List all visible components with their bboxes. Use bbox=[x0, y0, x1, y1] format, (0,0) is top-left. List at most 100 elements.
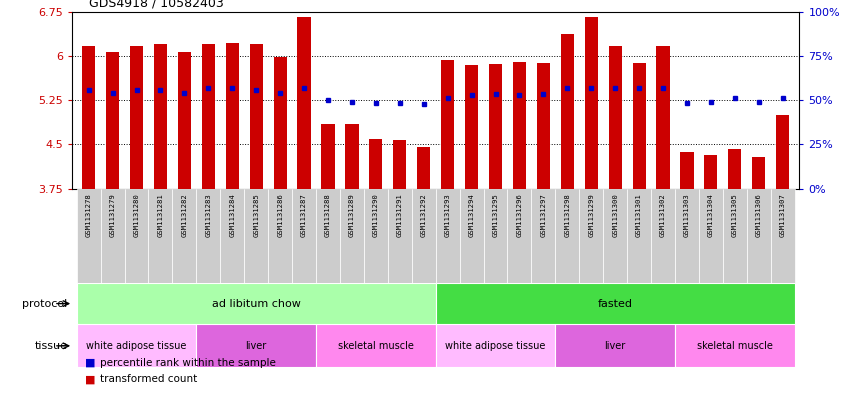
Text: GSM1131284: GSM1131284 bbox=[229, 193, 235, 237]
Bar bbox=[675, 189, 699, 283]
Bar bbox=[537, 63, 550, 189]
Bar bbox=[608, 46, 622, 189]
Text: GSM1131292: GSM1131292 bbox=[420, 193, 426, 237]
Bar bbox=[728, 149, 741, 189]
Bar bbox=[130, 46, 143, 189]
Bar bbox=[250, 44, 263, 189]
Bar bbox=[436, 189, 459, 283]
Bar bbox=[201, 44, 215, 189]
Bar bbox=[178, 52, 191, 189]
Bar bbox=[441, 60, 454, 189]
Bar bbox=[154, 44, 167, 189]
Text: skeletal muscle: skeletal muscle bbox=[338, 341, 414, 351]
Text: ad libitum chow: ad libitum chow bbox=[212, 299, 300, 309]
Text: GSM1131278: GSM1131278 bbox=[85, 193, 91, 237]
Bar bbox=[747, 189, 771, 283]
Bar bbox=[387, 189, 412, 283]
Bar bbox=[173, 189, 196, 283]
Bar bbox=[603, 189, 627, 283]
Text: GSM1131279: GSM1131279 bbox=[110, 193, 116, 237]
Bar bbox=[196, 189, 220, 283]
Bar bbox=[513, 62, 526, 189]
Bar bbox=[149, 189, 173, 283]
Bar bbox=[364, 189, 387, 283]
Bar bbox=[77, 283, 436, 324]
Text: GSM1131296: GSM1131296 bbox=[516, 193, 523, 237]
Bar bbox=[292, 189, 316, 283]
Text: white adipose tissue: white adipose tissue bbox=[86, 341, 187, 351]
Text: percentile rank within the sample: percentile rank within the sample bbox=[100, 358, 276, 368]
Text: tissue: tissue bbox=[35, 341, 68, 351]
Text: GSM1131297: GSM1131297 bbox=[541, 193, 547, 237]
Bar bbox=[555, 189, 580, 283]
Bar bbox=[124, 189, 149, 283]
Text: skeletal muscle: skeletal muscle bbox=[697, 341, 772, 351]
Text: GSM1131295: GSM1131295 bbox=[492, 193, 498, 237]
Bar bbox=[77, 324, 196, 367]
Bar bbox=[316, 189, 340, 283]
Text: GSM1131282: GSM1131282 bbox=[181, 193, 188, 237]
Bar bbox=[580, 189, 603, 283]
Bar bbox=[508, 189, 531, 283]
Bar bbox=[651, 189, 675, 283]
Bar bbox=[273, 57, 287, 189]
Text: GSM1131291: GSM1131291 bbox=[397, 193, 403, 237]
Text: GSM1131299: GSM1131299 bbox=[588, 193, 594, 237]
Bar bbox=[465, 65, 478, 189]
Text: GSM1131294: GSM1131294 bbox=[469, 193, 475, 237]
Bar bbox=[220, 189, 244, 283]
Text: ■: ■ bbox=[85, 374, 95, 384]
Text: GDS4918 / 10582403: GDS4918 / 10582403 bbox=[89, 0, 223, 10]
Bar bbox=[436, 283, 794, 324]
Text: GSM1131286: GSM1131286 bbox=[277, 193, 283, 237]
Bar bbox=[393, 140, 406, 189]
Bar bbox=[722, 189, 747, 283]
Text: GSM1131285: GSM1131285 bbox=[253, 193, 259, 237]
Text: transformed count: transformed count bbox=[100, 374, 197, 384]
Bar bbox=[436, 324, 555, 367]
Bar bbox=[489, 64, 503, 189]
Bar bbox=[316, 324, 436, 367]
Text: liver: liver bbox=[245, 341, 266, 351]
Bar bbox=[82, 46, 96, 189]
Bar bbox=[585, 17, 598, 189]
Bar bbox=[555, 324, 675, 367]
Bar bbox=[321, 124, 334, 189]
Text: GSM1131301: GSM1131301 bbox=[636, 193, 642, 237]
Text: ■: ■ bbox=[85, 358, 95, 368]
Bar bbox=[369, 139, 382, 189]
Bar bbox=[705, 155, 717, 189]
Bar bbox=[484, 189, 508, 283]
Bar bbox=[106, 52, 119, 189]
Bar bbox=[752, 157, 766, 189]
Bar bbox=[244, 189, 268, 283]
Text: fasted: fasted bbox=[597, 299, 633, 309]
Bar bbox=[633, 63, 645, 189]
Text: GSM1131287: GSM1131287 bbox=[301, 193, 307, 237]
Text: liver: liver bbox=[605, 341, 626, 351]
Text: GSM1131280: GSM1131280 bbox=[134, 193, 140, 237]
Text: GSM1131305: GSM1131305 bbox=[732, 193, 738, 237]
Bar bbox=[226, 43, 239, 189]
Bar bbox=[531, 189, 555, 283]
Text: GSM1131283: GSM1131283 bbox=[206, 193, 212, 237]
Text: GSM1131306: GSM1131306 bbox=[755, 193, 761, 237]
Bar bbox=[412, 189, 436, 283]
Text: GSM1131293: GSM1131293 bbox=[445, 193, 451, 237]
Bar bbox=[656, 46, 670, 189]
Text: GSM1131307: GSM1131307 bbox=[780, 193, 786, 237]
Bar bbox=[101, 189, 124, 283]
Bar bbox=[627, 189, 651, 283]
Text: GSM1131303: GSM1131303 bbox=[684, 193, 690, 237]
Text: GSM1131300: GSM1131300 bbox=[613, 193, 618, 237]
Bar bbox=[776, 115, 789, 189]
Bar bbox=[340, 189, 364, 283]
Text: GSM1131290: GSM1131290 bbox=[373, 193, 379, 237]
Text: white adipose tissue: white adipose tissue bbox=[445, 341, 546, 351]
Text: GSM1131302: GSM1131302 bbox=[660, 193, 666, 237]
Text: protocol: protocol bbox=[23, 299, 68, 309]
Bar bbox=[771, 189, 794, 283]
Text: GSM1131288: GSM1131288 bbox=[325, 193, 331, 237]
Bar bbox=[561, 33, 574, 189]
Bar bbox=[675, 324, 794, 367]
